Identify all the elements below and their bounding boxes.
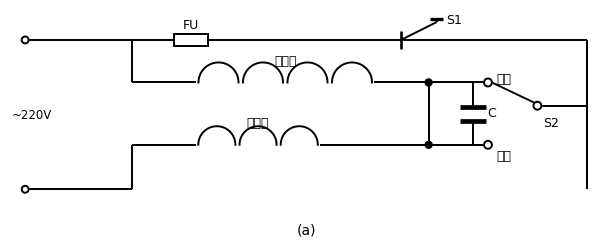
Circle shape [425,142,432,149]
Text: ~220V: ~220V [11,109,52,122]
Circle shape [425,80,432,86]
Circle shape [21,37,29,44]
Text: 主绕组: 主绕组 [274,54,297,68]
Text: 反转: 反转 [496,149,511,162]
Circle shape [484,141,492,149]
Text: FU: FU [183,18,200,32]
Text: 副绕组: 副绕组 [247,116,270,130]
Text: C: C [487,107,495,120]
Circle shape [534,102,542,110]
Text: 正转: 正转 [496,73,511,86]
Bar [174,34,208,47]
Text: S1: S1 [446,14,462,26]
Text: (a): (a) [297,223,317,237]
Text: S2: S2 [543,116,559,129]
Circle shape [21,186,29,193]
Circle shape [484,79,492,87]
